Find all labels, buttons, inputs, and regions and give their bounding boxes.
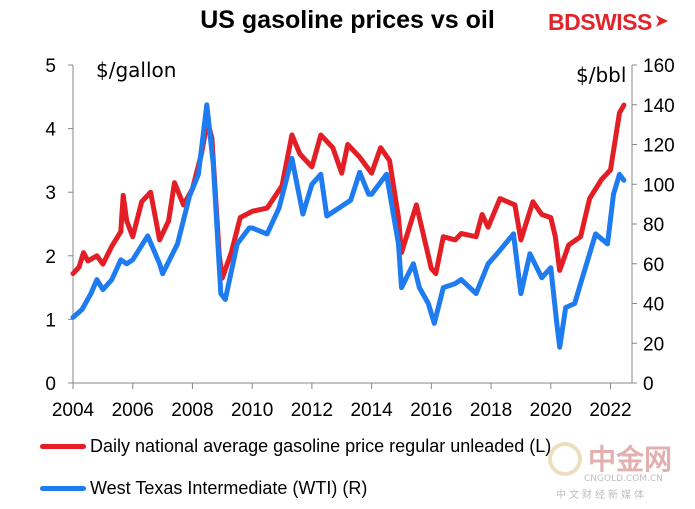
gasoline-price-line — [70, 102, 627, 281]
right-tick-label: 100 — [643, 175, 675, 196]
left-tick-label: 0 — [45, 374, 56, 395]
right-tick-label: 40 — [643, 295, 664, 316]
x-tick-label: 2012 — [291, 400, 333, 421]
x-tick-label: 2018 — [470, 400, 512, 421]
legend-item-wti: West Texas Intermediate (WTI) (R) — [40, 478, 367, 499]
watermark-tagline: 中文财经新媒体 — [556, 490, 647, 501]
right-tick-label: 60 — [643, 255, 664, 276]
right-axis-unit: $/bbl — [576, 63, 627, 87]
right-tick-label: 140 — [643, 96, 675, 117]
x-tick-label: 2006 — [112, 400, 154, 421]
left-tick-label: 1 — [45, 310, 56, 331]
x-tick-label: 2014 — [350, 400, 393, 421]
watermark-url: CNGOLD.COM.CN — [584, 474, 663, 484]
watermark: 中金网 CNGOLD.COM.CN 中文财经新媒体 — [548, 436, 688, 501]
legend-swatch-gasoline — [40, 444, 86, 449]
watermark-coin-icon — [548, 442, 582, 476]
series-layer — [70, 102, 627, 350]
right-tick-label: 0 — [643, 374, 654, 395]
right-tick-label: 80 — [643, 215, 664, 236]
x-tick-label: 2008 — [171, 400, 213, 421]
left-tick-label: 5 — [45, 56, 56, 77]
left-tick-label: 3 — [45, 183, 56, 204]
legend-label-wti: West Texas Intermediate (WTI) (R) — [90, 478, 368, 498]
left-tick-label: 4 — [45, 120, 56, 141]
wti-price-line — [70, 102, 627, 350]
right-tick-label: 20 — [643, 334, 664, 355]
x-tick-label: 2016 — [410, 400, 452, 421]
axes: 0 1 2 3 4 5 0 20 40 60 80 100 120 140 160 2004 2006 2008 2… — [45, 56, 674, 421]
logo-arrow-icon: ➤ — [654, 13, 668, 30]
legend-item-gasoline: Daily national average gasoline price re… — [40, 436, 551, 457]
right-tick-label: 160 — [643, 56, 675, 77]
right-tick-label: 120 — [643, 136, 675, 157]
x-tick-label: 2022 — [589, 400, 631, 421]
x-tick-label: 2004 — [52, 400, 95, 421]
logo-text: BDSWISS — [548, 9, 652, 35]
chart-title: US gasoline prices vs oil — [200, 6, 495, 34]
watermark-brand: 中金网 — [588, 443, 673, 476]
x-tick-label: 2020 — [530, 400, 572, 421]
x-tick-label: 2010 — [231, 400, 273, 421]
bdswiss-logo: BDSWISS ➤ — [548, 9, 668, 36]
left-tick-label: 2 — [45, 247, 56, 268]
legend-swatch-wti — [40, 486, 86, 491]
left-axis-unit: $/gallon — [96, 58, 177, 82]
legend-label-gasoline: Daily national average gasoline price re… — [90, 436, 552, 456]
